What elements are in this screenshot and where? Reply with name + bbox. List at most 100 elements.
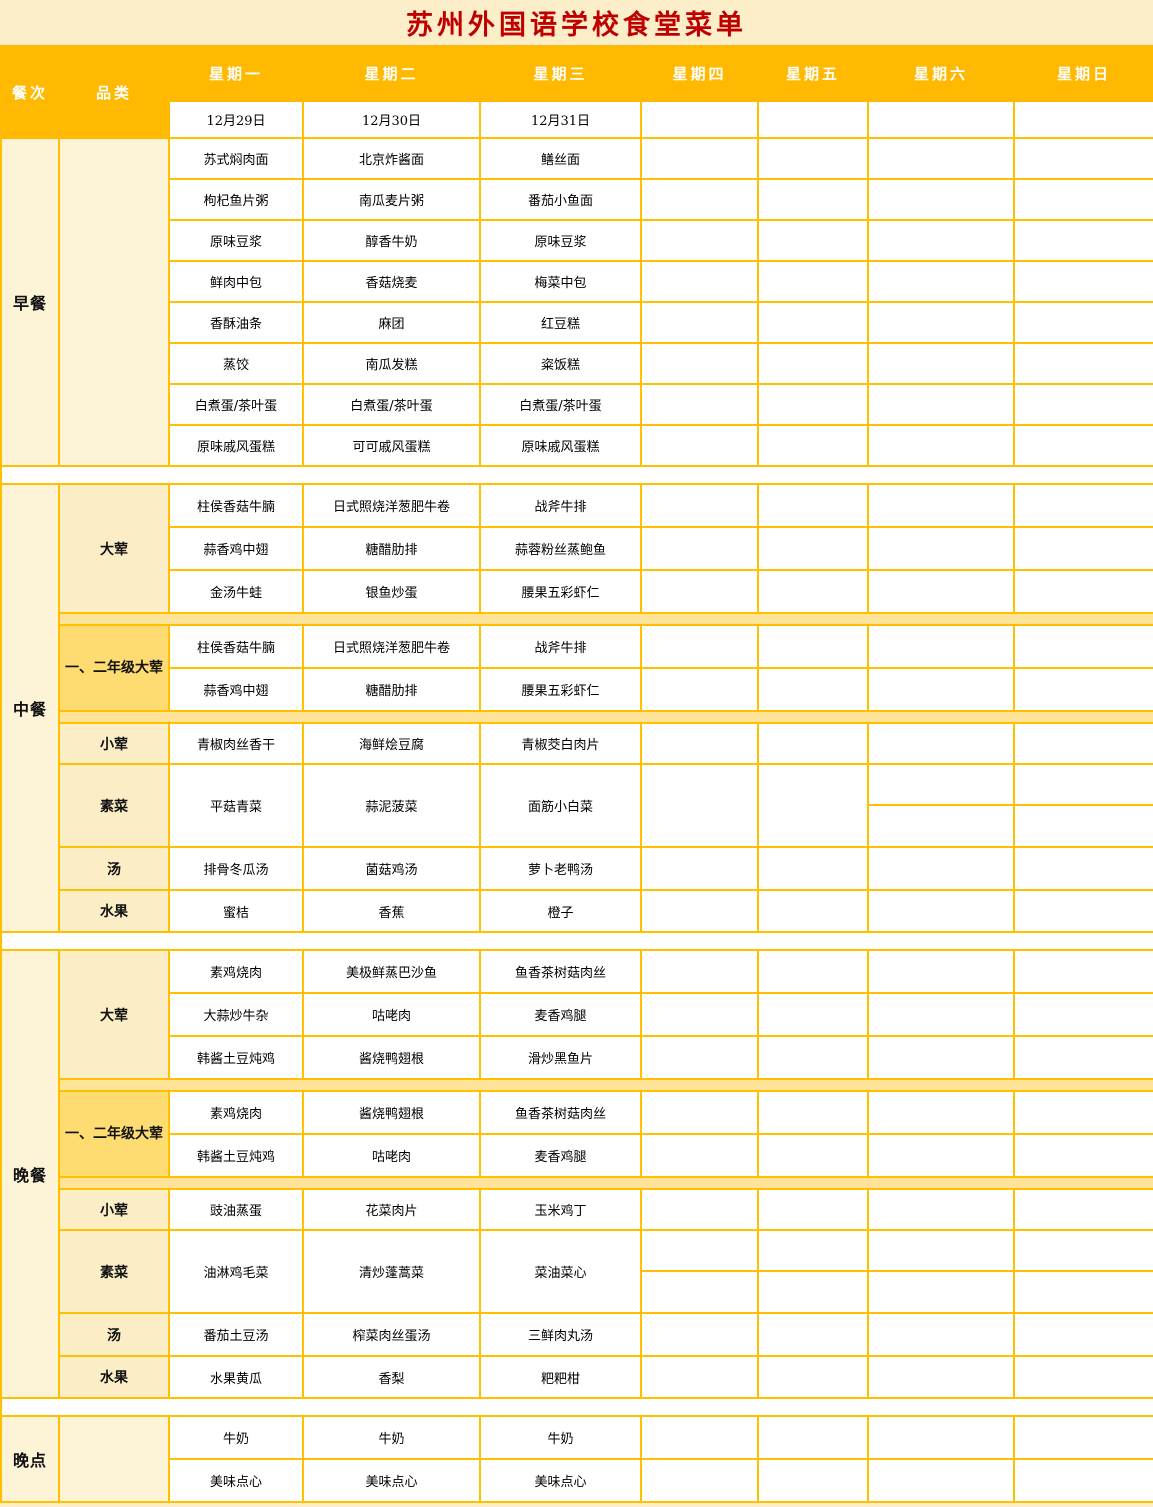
day-header-saturday: 星期六: [867, 45, 1015, 102]
empty-cell: [757, 1188, 869, 1231]
menu-cell: 蒜蓉粉丝蒸鲍鱼: [479, 526, 642, 571]
menu-cell: 青椒茭白肉片: [479, 722, 642, 765]
menu-cell: 可可戚风蛋糕: [302, 424, 481, 467]
menu-cell: 韩酱土豆炖鸡: [168, 1035, 304, 1080]
date-cell: [640, 100, 759, 139]
section-separator: [0, 1397, 1153, 1417]
menu-cell: 酱烧鸭翅根: [302, 1090, 481, 1135]
empty-cell: [640, 483, 759, 528]
empty-cell: [867, 1133, 1015, 1178]
menu-cell: 白煮蛋/茶叶蛋: [479, 383, 642, 426]
empty-cell: [757, 137, 869, 180]
empty-cell: [867, 569, 1015, 614]
empty-cell: [867, 1090, 1015, 1135]
menu-cell: 素鸡烧肉: [168, 1090, 304, 1135]
menu-cell: 糖醋肋排: [302, 667, 481, 712]
date-cell: 12月30日: [302, 100, 481, 139]
empty-cell: [757, 1355, 869, 1399]
empty-cell: [867, 383, 1015, 426]
menu-cell: 白煮蛋/茶叶蛋: [302, 383, 481, 426]
empty-cell: [757, 260, 869, 303]
date-cell: [757, 100, 869, 139]
empty-cell: [1013, 1188, 1153, 1231]
menu-cell: 香梨: [302, 1355, 481, 1399]
menu-cell: 蒜香鸡中翅: [168, 526, 304, 571]
empty-cell: [757, 763, 869, 848]
empty-cell: [640, 383, 759, 426]
empty-cell: [867, 219, 1015, 262]
empty-cell: [757, 1090, 869, 1135]
empty-cell: [1013, 763, 1153, 806]
day-header-friday: 星期五: [757, 45, 869, 102]
empty-cell: [757, 992, 869, 1037]
date-row: 12月29日 12月30日 12月31日: [1, 100, 1153, 139]
table-row: [1, 804, 1153, 848]
menu-cell: 美味点心: [479, 1458, 642, 1503]
menu-cell: 菌菇鸡汤: [302, 846, 481, 891]
menu-cell: 青椒肉丝香干: [168, 722, 304, 765]
empty-cell: [640, 1415, 759, 1460]
table-row: 水果 蜜桔 香蕉 橙子: [1, 889, 1153, 933]
empty-cell: [1013, 526, 1153, 571]
menu-cell: 菜油菜心: [479, 1229, 642, 1314]
empty-cell: [1013, 1415, 1153, 1460]
empty-cell: [640, 624, 759, 669]
empty-cell: [640, 219, 759, 262]
menu-cell: 南瓜发糕: [302, 342, 481, 385]
table-row: 韩酱土豆炖鸡 咕咾肉 麦香鸡腿: [1, 1133, 1153, 1178]
meal-label-dinner: 晚餐: [0, 949, 60, 1399]
table-row: 早餐 苏式焖肉面 北京炸酱面 鳝丝面: [0, 137, 1153, 467]
empty-cell: [640, 846, 759, 891]
menu-cell: 素鸡烧肉: [168, 949, 304, 994]
category-label-dahun: 大荤: [58, 949, 170, 1080]
menu-cell: 蒜香鸡中翅: [168, 667, 304, 712]
empty-cell: [1013, 949, 1153, 994]
date-cell: 12月31日: [479, 100, 642, 139]
menu-cell: 排骨冬瓜汤: [168, 846, 304, 891]
menu-cell: 鳝丝面: [479, 137, 642, 180]
date-cell: 12月29日: [168, 100, 304, 139]
divider-strip: [1, 710, 1153, 724]
empty-cell: [757, 383, 869, 426]
separator-cell: [0, 1397, 1153, 1417]
menu-cell: 牛奶: [302, 1415, 481, 1460]
category-label-dahun: 大荤: [58, 483, 170, 614]
menu-cell: 日式照烧洋葱肥牛卷: [302, 624, 481, 669]
table-row: 蒸饺 南瓜发糕 粢饭糕: [1, 342, 1153, 385]
menu-cell: 咕咾肉: [302, 992, 481, 1037]
menu-cell: 香菇烧麦: [302, 260, 481, 303]
empty-cell: [1013, 1312, 1153, 1357]
empty-cell: [867, 526, 1015, 571]
empty-cell: [640, 763, 759, 848]
empty-cell: [640, 949, 759, 994]
meal-label-breakfast: 早餐: [0, 137, 60, 467]
empty-cell: [867, 1035, 1015, 1080]
table-row: 一、二年级大荤 柱侯香菇牛腩 日式照烧洋葱肥牛卷 战斧牛排: [1, 624, 1153, 712]
menu-cell: 银鱼炒蛋: [302, 569, 481, 614]
empty-cell: [640, 301, 759, 344]
empty-cell: [867, 178, 1015, 221]
table-row: 金汤牛蛙 银鱼炒蛋 腰果五彩虾仁: [1, 569, 1153, 614]
empty-cell: [867, 301, 1015, 344]
menu-cell: 柱侯香菇牛腩: [168, 624, 304, 669]
table-row: 枸杞鱼片粥 南瓜麦片粥 番茄小鱼面: [1, 178, 1153, 221]
page-title: 苏州外国语学校食堂菜单: [406, 10, 747, 41]
menu-cell: 香蕉: [302, 889, 481, 933]
empty-cell: [640, 1355, 759, 1399]
table-row: 素菜 平菇青菜 蒜泥菠菜 面筋小白菜: [1, 763, 1153, 848]
section-separator: [0, 931, 1153, 951]
empty-cell: [1013, 301, 1153, 344]
menu-cell: 鲜肉中包: [168, 260, 304, 303]
table-row: 香酥油条 麻团 红豆糕: [1, 301, 1153, 344]
empty-cell: [1013, 624, 1153, 669]
empty-cell: [867, 722, 1015, 765]
empty-cell: [757, 301, 869, 344]
strip-cell: [58, 710, 1153, 724]
menu-cell: 日式照烧洋葱肥牛卷: [302, 483, 481, 528]
strip-cell: [58, 1078, 1153, 1092]
section-separator: [0, 465, 1153, 485]
empty-cell: [1013, 342, 1153, 385]
table-row: [1, 1270, 1153, 1314]
empty-cell: [757, 949, 869, 994]
